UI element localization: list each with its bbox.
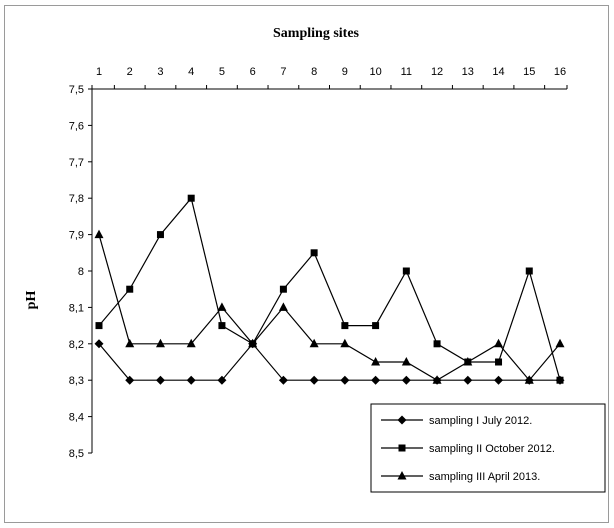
y-axis-title: pH — [24, 291, 39, 310]
data-point — [155, 338, 165, 348]
x-tick-label: 16 — [554, 66, 566, 78]
data-point — [341, 322, 349, 330]
data-point — [372, 322, 380, 330]
data-point — [279, 285, 287, 293]
data-point — [95, 322, 103, 330]
x-tick-label: 7 — [280, 66, 286, 78]
data-point — [309, 375, 319, 385]
data-point — [125, 375, 135, 385]
x-tick-label: 8 — [311, 66, 317, 78]
y-tick-label: 8,1 — [69, 302, 84, 314]
data-point — [340, 338, 350, 348]
data-point — [463, 375, 473, 385]
x-tick-label: 5 — [219, 66, 225, 78]
data-point — [433, 340, 441, 348]
data-point — [217, 375, 227, 385]
y-tick-label: 8,2 — [69, 339, 84, 351]
x-tick-label: 2 — [127, 66, 133, 78]
data-point — [310, 249, 318, 257]
data-point — [463, 357, 473, 366]
data-point — [371, 357, 381, 366]
data-point — [401, 375, 411, 385]
x-tick-label: 4 — [188, 66, 194, 78]
data-point — [556, 376, 564, 384]
series-3 — [94, 229, 565, 384]
x-tick-label: 3 — [157, 66, 163, 78]
data-point — [186, 338, 196, 348]
legend: sampling I July 2012. sampling II October… — [370, 403, 606, 493]
legend-item: sampling II October 2012. — [381, 443, 555, 455]
legend-label: sampling I July 2012. — [429, 415, 532, 427]
data-point — [494, 338, 504, 348]
x-tick-label: 14 — [492, 66, 504, 78]
y-tick-label: 8,3 — [69, 375, 84, 387]
data-point — [217, 302, 227, 311]
series-line — [98, 342, 560, 381]
data-point — [218, 322, 226, 330]
y-tick-label: 7,8 — [69, 193, 84, 205]
data-point — [248, 338, 258, 348]
data-point — [555, 338, 565, 348]
legend-marker — [397, 471, 407, 480]
data-point — [495, 358, 503, 366]
x-tick-label: 15 — [523, 66, 535, 78]
data-point — [402, 267, 410, 275]
x-tick-label: 12 — [431, 66, 443, 78]
legend-marker — [397, 415, 407, 425]
data-point — [94, 339, 104, 349]
data-point — [278, 375, 288, 385]
data-point — [126, 285, 134, 293]
y-tick-label: 8 — [78, 266, 84, 278]
data-point — [186, 375, 196, 385]
data-point — [187, 194, 195, 202]
data-point — [156, 231, 164, 239]
y-tick-label: 7,6 — [69, 120, 84, 132]
x-tick-label: 13 — [462, 66, 474, 78]
legend-label: sampling III April 2013. — [429, 471, 540, 483]
x-tick-label: 10 — [369, 66, 381, 78]
data-point — [309, 338, 319, 348]
series-layer — [94, 194, 565, 385]
data-point — [371, 375, 381, 385]
line-chart: Sampling sites pH 7,5 7,6 7,7 7,8 7,9 8 8,1 8,2… — [24, 26, 606, 493]
y-tick-label: 7,9 — [69, 230, 84, 242]
y-tick-label: 7,7 — [69, 157, 84, 169]
data-point — [525, 267, 533, 275]
data-point — [432, 375, 442, 384]
data-point — [401, 357, 411, 366]
data-point — [94, 229, 104, 239]
chart-frame: Sampling sites pH 7,5 7,6 7,7 7,8 7,9 8 8,1 8,2… — [4, 5, 609, 523]
data-point — [155, 375, 165, 385]
x-axis-title: Sampling sites — [273, 26, 360, 41]
series-line — [98, 234, 561, 382]
x-tick-label: 6 — [250, 66, 256, 78]
legend-item: sampling III April 2013. — [381, 471, 540, 483]
data-point — [524, 375, 534, 384]
series-line — [98, 196, 561, 381]
axes: 7,57,67,77,87,988,18,28,38,48,51 2 3 4 5 6 7 8 9… — [69, 66, 568, 460]
x-tick-label: 1 — [96, 66, 102, 78]
data-point — [278, 302, 288, 311]
x-tick-label: 11 — [401, 66, 412, 78]
data-point — [125, 338, 135, 348]
legend-marker — [398, 444, 406, 452]
series-2 — [95, 194, 564, 384]
x-tick-label: 9 — [342, 66, 348, 78]
data-point — [494, 375, 504, 385]
y-tick-label: 8,4 — [69, 412, 84, 424]
data-point — [340, 375, 350, 385]
legend-label: sampling II October 2012. — [429, 443, 555, 455]
y-tick-label: 8,5 — [69, 448, 84, 460]
legend-item: sampling I July 2012. — [381, 415, 532, 427]
y-tick-label: 7,5 — [69, 84, 84, 96]
